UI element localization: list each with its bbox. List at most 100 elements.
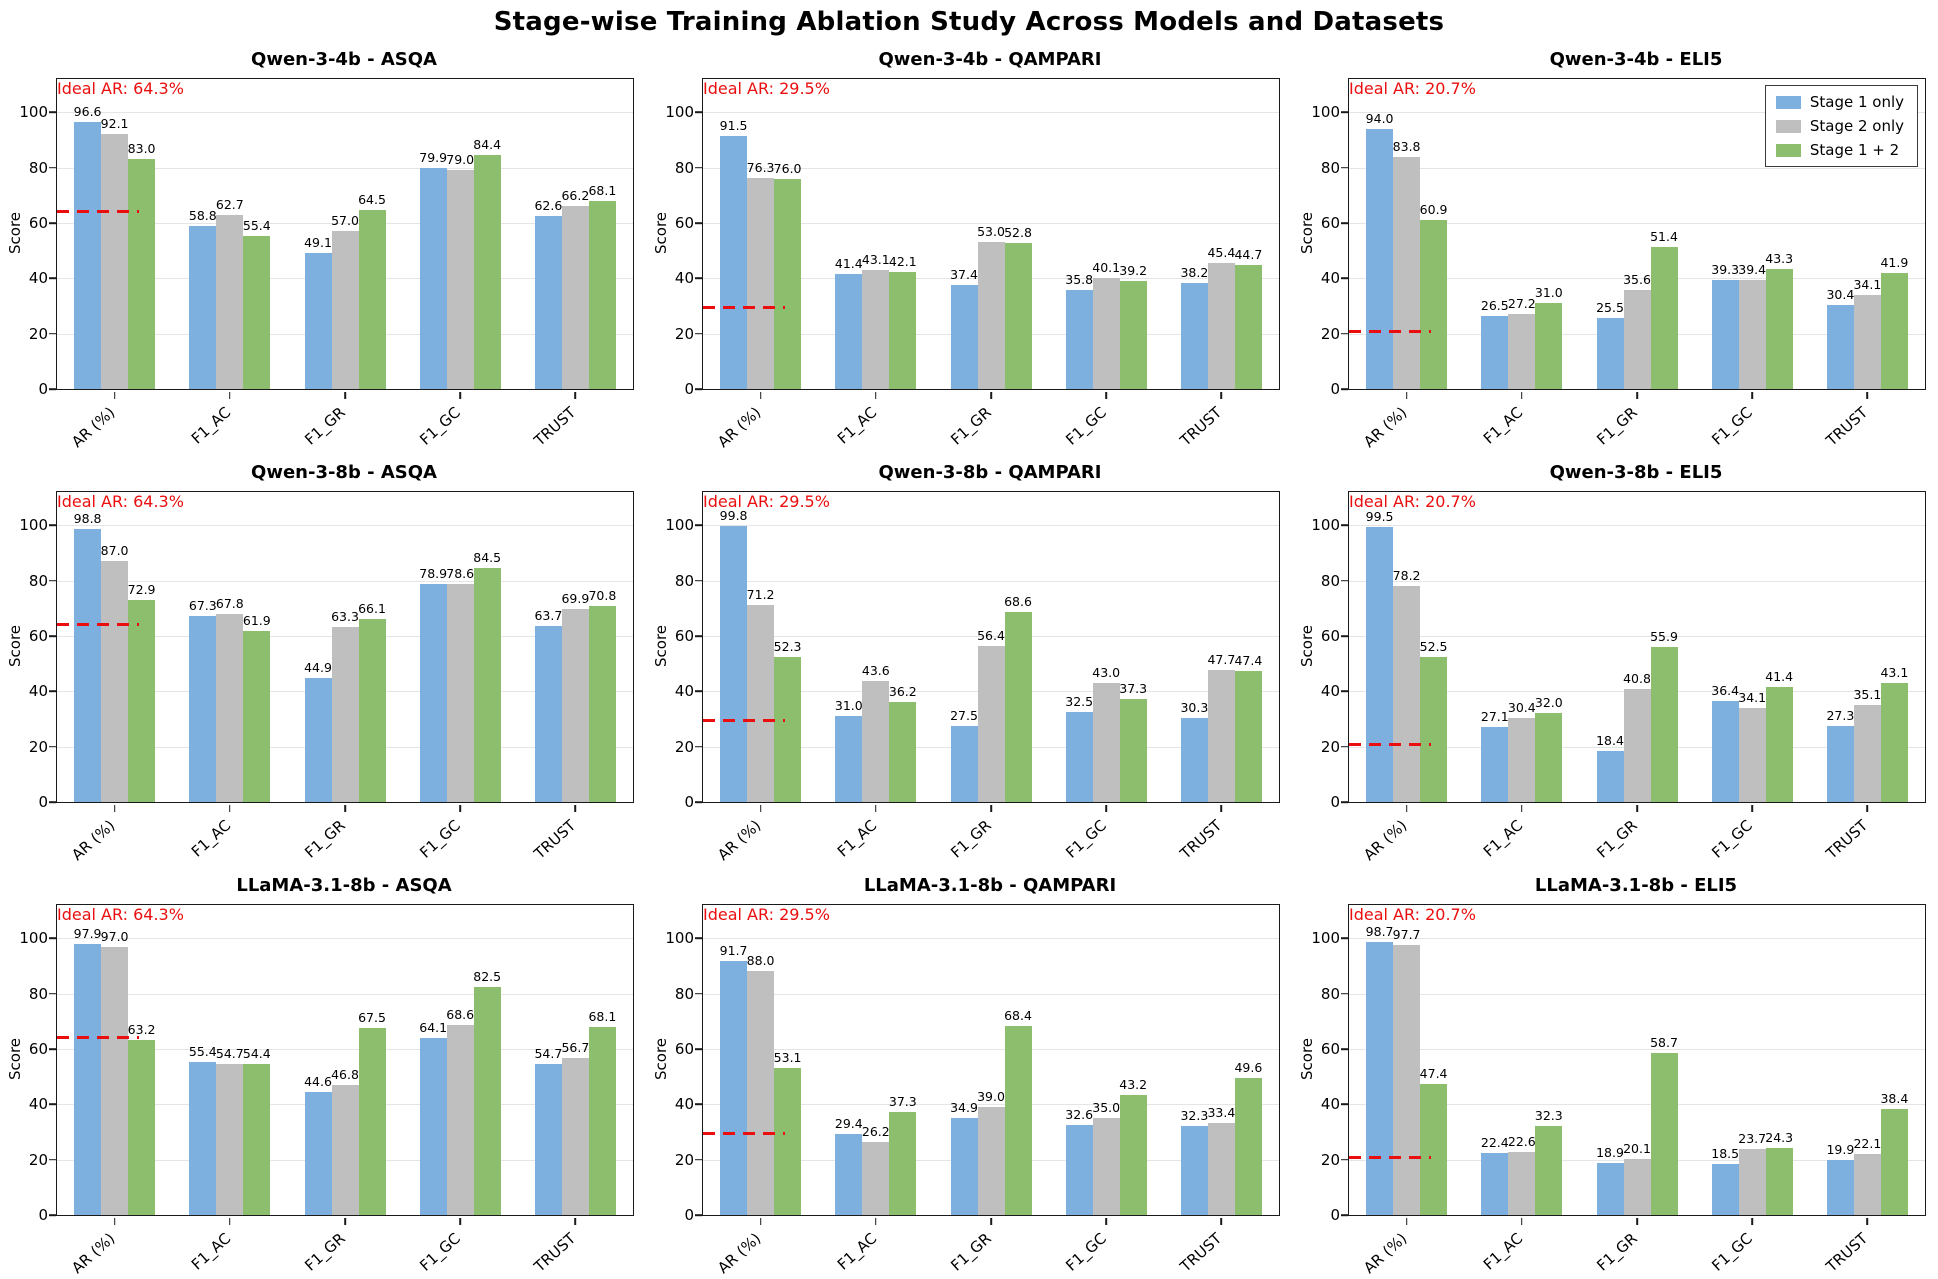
y-tick-mark	[49, 388, 56, 390]
bar-value-label: 26.5	[1480, 297, 1509, 313]
y-tick-label: 80	[674, 158, 694, 177]
bar-value-label: 29.4	[834, 1115, 863, 1131]
bar-value-label: 35.0	[1092, 1100, 1121, 1116]
bar-value-label: 56.4	[977, 627, 1005, 643]
x-tick-mark	[990, 1217, 992, 1225]
gridline	[57, 112, 633, 114]
bar-value-label: 54.7	[534, 1045, 563, 1061]
axes: 0 20 40 60 80 100 AR (%) 99.5 78.2 52.5 F1_AC 27.1 3…	[1311, 491, 1926, 864]
subplot-title: LLaMA-3.1-8b - QAMPARI	[863, 875, 1117, 896]
bar-stage-2-only	[862, 1142, 890, 1215]
subplot: LLaMA-3.1-8b - ELI5 Score 0 20 40 60 80 100 AR (…	[1292, 866, 1938, 1279]
y-tick-label: 0	[684, 1206, 694, 1224]
x-tick-mark	[574, 804, 577, 812]
bar-value-label: 66.2	[561, 187, 590, 203]
gridline	[1349, 222, 1925, 224]
bar-value-label: 99.8	[719, 507, 748, 523]
bar-value-label: 97.9	[73, 926, 102, 942]
x-tick-mark	[875, 391, 877, 399]
subplot: Qwen-3-8b - QAMPARI Score 0 20 40 60 80 100 AR (…	[646, 453, 1292, 866]
bar-value-label: 64.1	[419, 1019, 448, 1035]
bar-stage-1-2	[358, 1028, 386, 1215]
y-tick-mark	[695, 992, 702, 995]
x-tick-mark	[1105, 391, 1107, 399]
y-tick-label: 20	[674, 1150, 694, 1169]
bar-stage-1-2	[1535, 713, 1563, 802]
y-tick-label: 60	[28, 626, 48, 645]
x-tick-mark	[1866, 804, 1869, 812]
bar-stage-1-only	[419, 167, 447, 389]
bar-value-label: 23.7	[1738, 1131, 1767, 1147]
y-tick-mark	[49, 1214, 56, 1216]
bar-value-label: 36.2	[888, 683, 917, 699]
bar-stage-1-only	[720, 135, 748, 389]
bar-stage-1-2	[473, 155, 501, 389]
ideal-ar-line	[703, 305, 785, 309]
bar-value-label: 32.6	[1065, 1106, 1094, 1122]
bar-stage-1-2	[1234, 670, 1262, 802]
bar-stage-1-2	[1420, 1083, 1448, 1215]
bar-stage-2-only	[101, 134, 129, 389]
bar-stage-2-only	[561, 608, 589, 802]
y-tick-label: 0	[684, 793, 694, 811]
y-tick-label: 80	[28, 984, 48, 1003]
bar-value-label: 18.9	[1596, 1144, 1624, 1160]
x-tick-label-text: AR (%)	[714, 816, 765, 865]
x-tick-mark	[1866, 391, 1869, 399]
bar-value-label: 68.6	[446, 1007, 475, 1023]
x-tick-label-text: F1_GR	[301, 1229, 350, 1275]
x-tick-mark	[1636, 391, 1638, 399]
x-tick-mark	[1521, 804, 1523, 812]
y-tick-mark	[49, 690, 56, 693]
bar-value-label: 46.8	[331, 1067, 359, 1083]
bar-stage-1-only	[419, 583, 447, 802]
x-tick-mark	[1866, 1217, 1869, 1225]
x-tick-label-text: F1_GC	[1062, 816, 1111, 862]
bar-stage-2-only	[1092, 1118, 1120, 1215]
bar-value-label: 43.1	[861, 251, 890, 267]
x-tick-label-text: F1_GC	[1062, 1229, 1111, 1275]
gridline	[703, 993, 1279, 995]
bar-stage-1-only	[1596, 318, 1624, 389]
y-tick-mark	[1341, 524, 1348, 526]
gridline	[1349, 993, 1925, 995]
bar-value-label: 30.4	[1826, 286, 1855, 302]
y-tick-mark	[695, 277, 702, 280]
bar-stage-2-only	[1393, 944, 1421, 1215]
bar-stage-2-only	[1738, 279, 1766, 389]
bar-stage-1-2	[243, 630, 271, 802]
bar-stage-1-only	[1596, 751, 1624, 802]
y-tick-mark	[1341, 801, 1348, 803]
y-tick-label: 40	[674, 1095, 694, 1114]
x-tick-mark	[1751, 804, 1753, 812]
x-tick-mark	[113, 1217, 116, 1225]
bar-value-label: 44.9	[304, 659, 332, 675]
bar-value-label: 31.0	[1534, 285, 1563, 301]
bar-stage-2-only	[977, 645, 1005, 802]
x-tick-mark	[1751, 1217, 1753, 1225]
bar-value-label: 83.8	[1392, 139, 1421, 155]
y-tick-mark	[1341, 1158, 1348, 1161]
bar-value-label: 44.7	[1234, 247, 1263, 263]
bar-value-label: 33.4	[1207, 1104, 1236, 1120]
bar-value-label: 53.1	[773, 1050, 802, 1066]
bar-value-label: 91.7	[719, 943, 748, 959]
ideal-ar-label: Ideal AR: 29.5%	[703, 905, 830, 924]
bar-value-label: 26.2	[861, 1124, 890, 1140]
gridline	[1349, 278, 1925, 280]
bar-value-label: 55.4	[242, 217, 271, 233]
bar-stage-1-only	[534, 1063, 562, 1215]
ideal-ar-line	[703, 718, 785, 722]
subplot-title: Qwen-3-8b - ASQA	[251, 462, 437, 483]
bar-stage-1-2	[1765, 687, 1793, 802]
x-tick-label-text: F1_AC	[187, 1229, 234, 1274]
bar-stage-1-2	[588, 200, 616, 389]
bar-value-label: 76.3	[746, 159, 775, 175]
bar-value-label: 36.4	[1711, 683, 1740, 699]
bar-value-label: 32.0	[1534, 695, 1563, 711]
y-tick-mark	[49, 1048, 56, 1050]
ideal-ar-label: Ideal AR: 20.7%	[1349, 492, 1476, 511]
x-tick-label-text: TRUST	[530, 816, 580, 863]
x-tick-label-text: F1_AC	[187, 816, 234, 861]
bar-stage-1-2	[1765, 269, 1793, 389]
